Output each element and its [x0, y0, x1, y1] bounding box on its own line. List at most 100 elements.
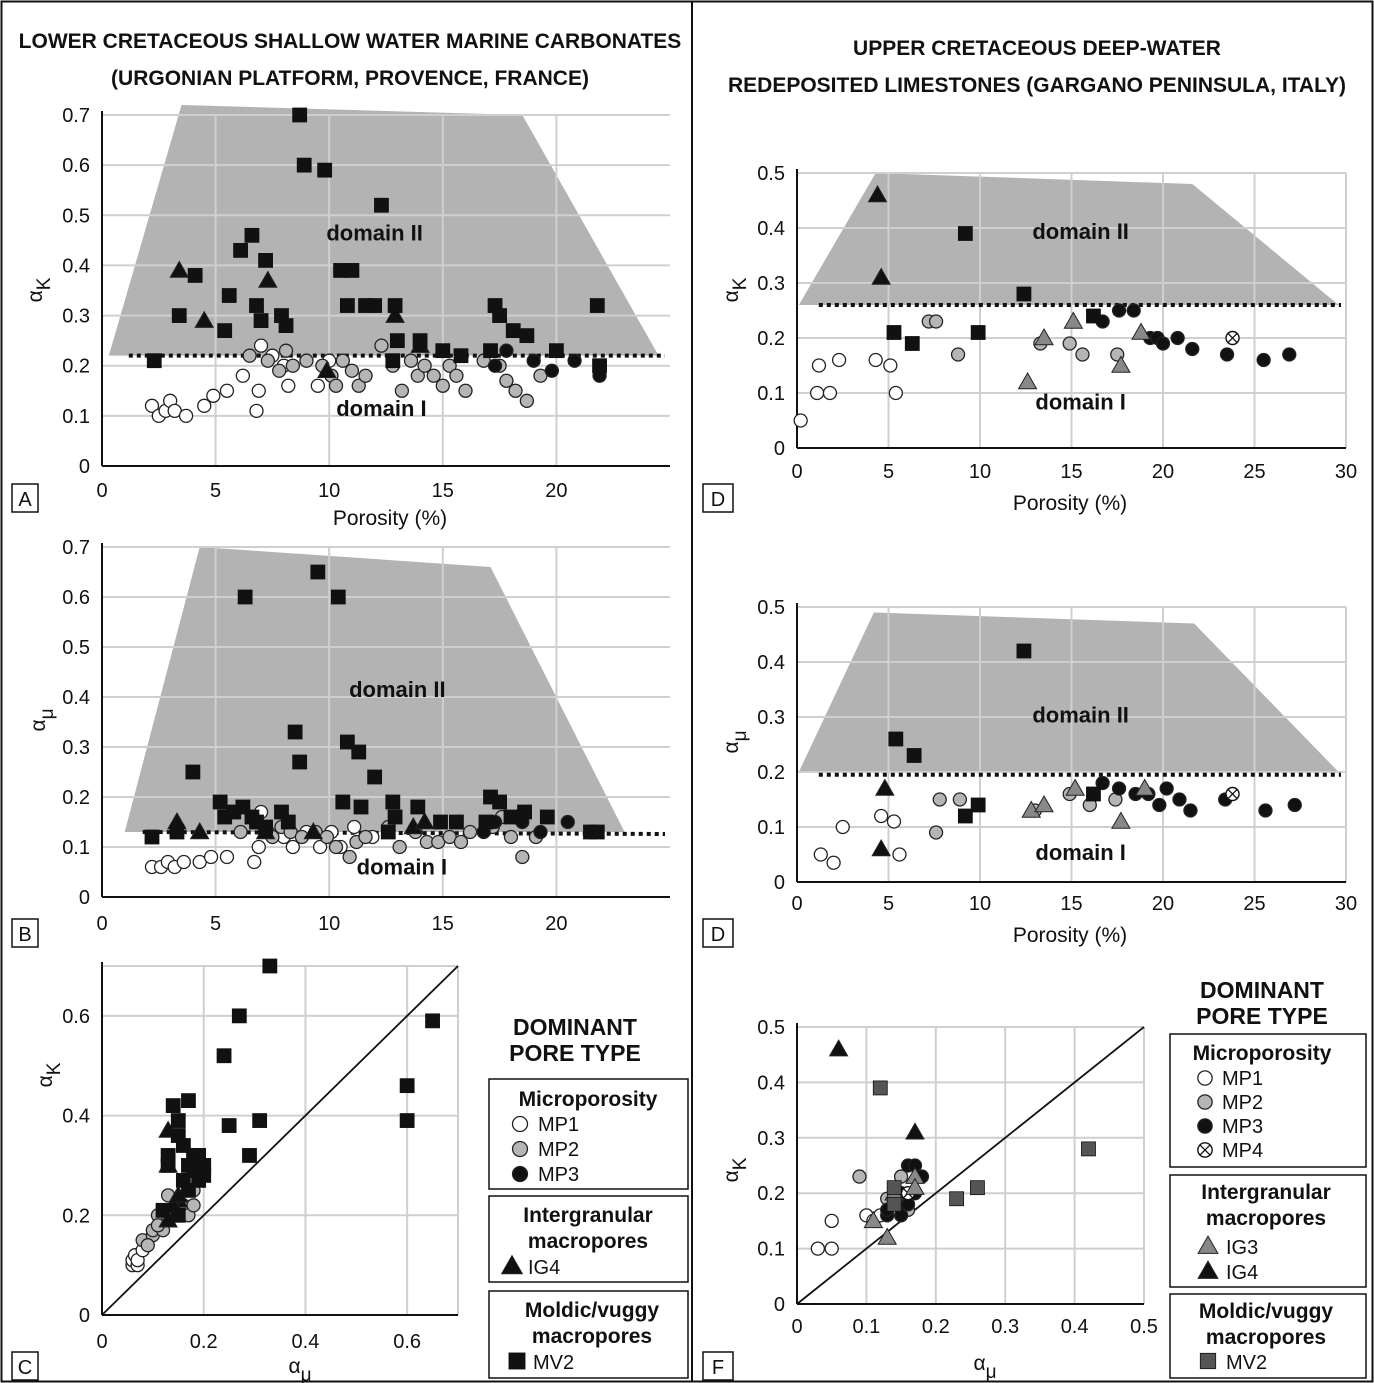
data-point-mv2 [589, 824, 605, 840]
y-tick-label: 0.6 [62, 587, 90, 609]
data-point-mv2 [287, 724, 303, 740]
data-point-mv2 [367, 769, 383, 785]
data-point-mp2 [458, 383, 473, 398]
data-point-mv2 [449, 814, 464, 830]
legend-right-item-mp4-symbol [1197, 1142, 1213, 1158]
svg-text:C: C [18, 1357, 32, 1379]
y-tick-label: 0.3 [757, 1128, 785, 1150]
data-point-ig4 [874, 778, 895, 796]
data-point-ig3 [1111, 811, 1131, 829]
data-point-mp1 [235, 368, 251, 383]
data-point-mv2 [483, 343, 498, 359]
x-tick-label: 0.5 [1130, 1316, 1158, 1338]
data-point-mp3 [499, 343, 514, 358]
data-point-mv2 [237, 589, 253, 605]
data-point-mv2 [1016, 643, 1032, 659]
data-point-mp2 [272, 363, 287, 378]
data-point-mp3 [1183, 803, 1198, 818]
domain-label: domain II [349, 677, 446, 702]
y-axis-label: αK [720, 277, 751, 302]
data-point-mv2 [904, 336, 920, 351]
legend-left-item-label: MP2 [538, 1139, 579, 1161]
y-tick-label: 0.1 [757, 817, 785, 839]
y-axis-label: αK [720, 1157, 751, 1182]
y-tick-label: 0.7 [62, 105, 90, 127]
data-point-mp2 [140, 1238, 155, 1253]
legend-right-item-label: MV2 [1226, 1352, 1267, 1374]
data-point-mv2 [258, 253, 273, 268]
data-point-mp1 [809, 385, 825, 401]
x-tick-label: 25 [1243, 461, 1265, 483]
data-point-mp1 [203, 849, 219, 865]
x-tick-label: 10 [318, 480, 340, 502]
data-point-mp3 [1185, 341, 1200, 357]
data-point-mv2 [310, 564, 326, 580]
data-point-ig3 [863, 1210, 884, 1229]
legend-left-item-mp3-symbol [511, 1165, 529, 1183]
data-point-mp2 [344, 363, 360, 378]
legend-left-group-heading: Moldic/vuggy [525, 1299, 659, 1322]
data-point-mv2 [165, 1098, 181, 1113]
panel-letter-d-top: D [702, 483, 734, 513]
y-tick-label: 0.4 [757, 218, 785, 240]
legend-left-item-label: MV2 [533, 1352, 574, 1374]
right-title-line1: UPPER CRETACEOUS DEEP-WATER [853, 37, 1221, 60]
legend-right-item-mp1-symbol [1197, 1070, 1213, 1086]
legend-symbol-mp1 [511, 1115, 529, 1133]
legend-right-item-mp2-symbol [1197, 1094, 1213, 1110]
data-point-ig4 [169, 260, 190, 278]
data-point-mp1 [811, 358, 827, 373]
y-tick-label: 0.3 [62, 737, 90, 759]
legend-left-item-mp1-symbol [511, 1115, 529, 1133]
data-point-ig3 [1131, 322, 1151, 340]
x-tick-label: 0.3 [991, 1316, 1019, 1338]
data-point-mv2 [330, 589, 346, 605]
data-point-mp2 [928, 314, 944, 329]
y-tick-label: 0.3 [757, 273, 785, 295]
data-point-mp1 [835, 819, 850, 835]
y-tick-label: 0 [79, 887, 90, 909]
data-point-mv2 [1081, 1141, 1096, 1157]
y-axis-label: αμ [720, 730, 751, 753]
data-point-mp2 [328, 378, 344, 393]
data-point-mp2 [950, 347, 966, 362]
y-tick-label: 0.1 [757, 383, 785, 405]
data-point-mp2 [852, 1169, 867, 1184]
data-point-mp1 [831, 352, 847, 368]
data-point-mp3 [1111, 781, 1127, 796]
domain-region [798, 173, 1339, 305]
legend-left-item-ig4-symbol [500, 1254, 524, 1275]
data-point-ig4 [905, 1122, 925, 1140]
data-point-mv2 [957, 808, 973, 824]
data-point-mp2 [519, 393, 535, 408]
data-point-mv2 [886, 1196, 902, 1212]
legend-right-title-1: DOMINANT [1200, 977, 1324, 1003]
x-tick-label: 0 [96, 913, 107, 935]
x-tick-label: 5 [210, 480, 221, 502]
data-point-mv2 [387, 298, 403, 313]
domain-region [798, 612, 1339, 772]
legend-right-item-mp3-symbol [1197, 1118, 1213, 1134]
chart-panel-d-alpha-k: 0 5 10 15 20 25 30 0 0.1 0.2 0.3 0.4 0.5 Porosity (%)… [720, 163, 1357, 515]
data-point-mp1 [883, 358, 898, 373]
data-point-mp1 [285, 839, 300, 855]
y-tick-label: 0.4 [62, 1106, 90, 1128]
data-point-mv2 [252, 1113, 268, 1128]
data-point-mp1 [281, 378, 296, 393]
data-point-mv2 [170, 1207, 186, 1223]
data-point-mp2 [186, 1198, 201, 1213]
data-point-mp2 [442, 358, 457, 373]
data-point-mp3 [1152, 797, 1167, 813]
data-point-mv2 [216, 1048, 232, 1064]
chart-panel-c: 0 0.2 0.4 0.6 0 0.2 0.4 0.6 αμ αK [34, 958, 459, 1383]
data-point-ig4 [871, 838, 892, 857]
data-point-mp1 [206, 388, 221, 403]
x-tick-label: 0.4 [292, 1331, 320, 1353]
x-tick-label: 30 [1335, 893, 1357, 915]
legend-left-item-label: MP3 [538, 1164, 579, 1186]
data-point-ig3 [1111, 355, 1131, 373]
data-point-ig4 [194, 310, 215, 328]
data-point-mv2 [886, 325, 902, 340]
legend-right-group-box [1169, 1174, 1367, 1288]
